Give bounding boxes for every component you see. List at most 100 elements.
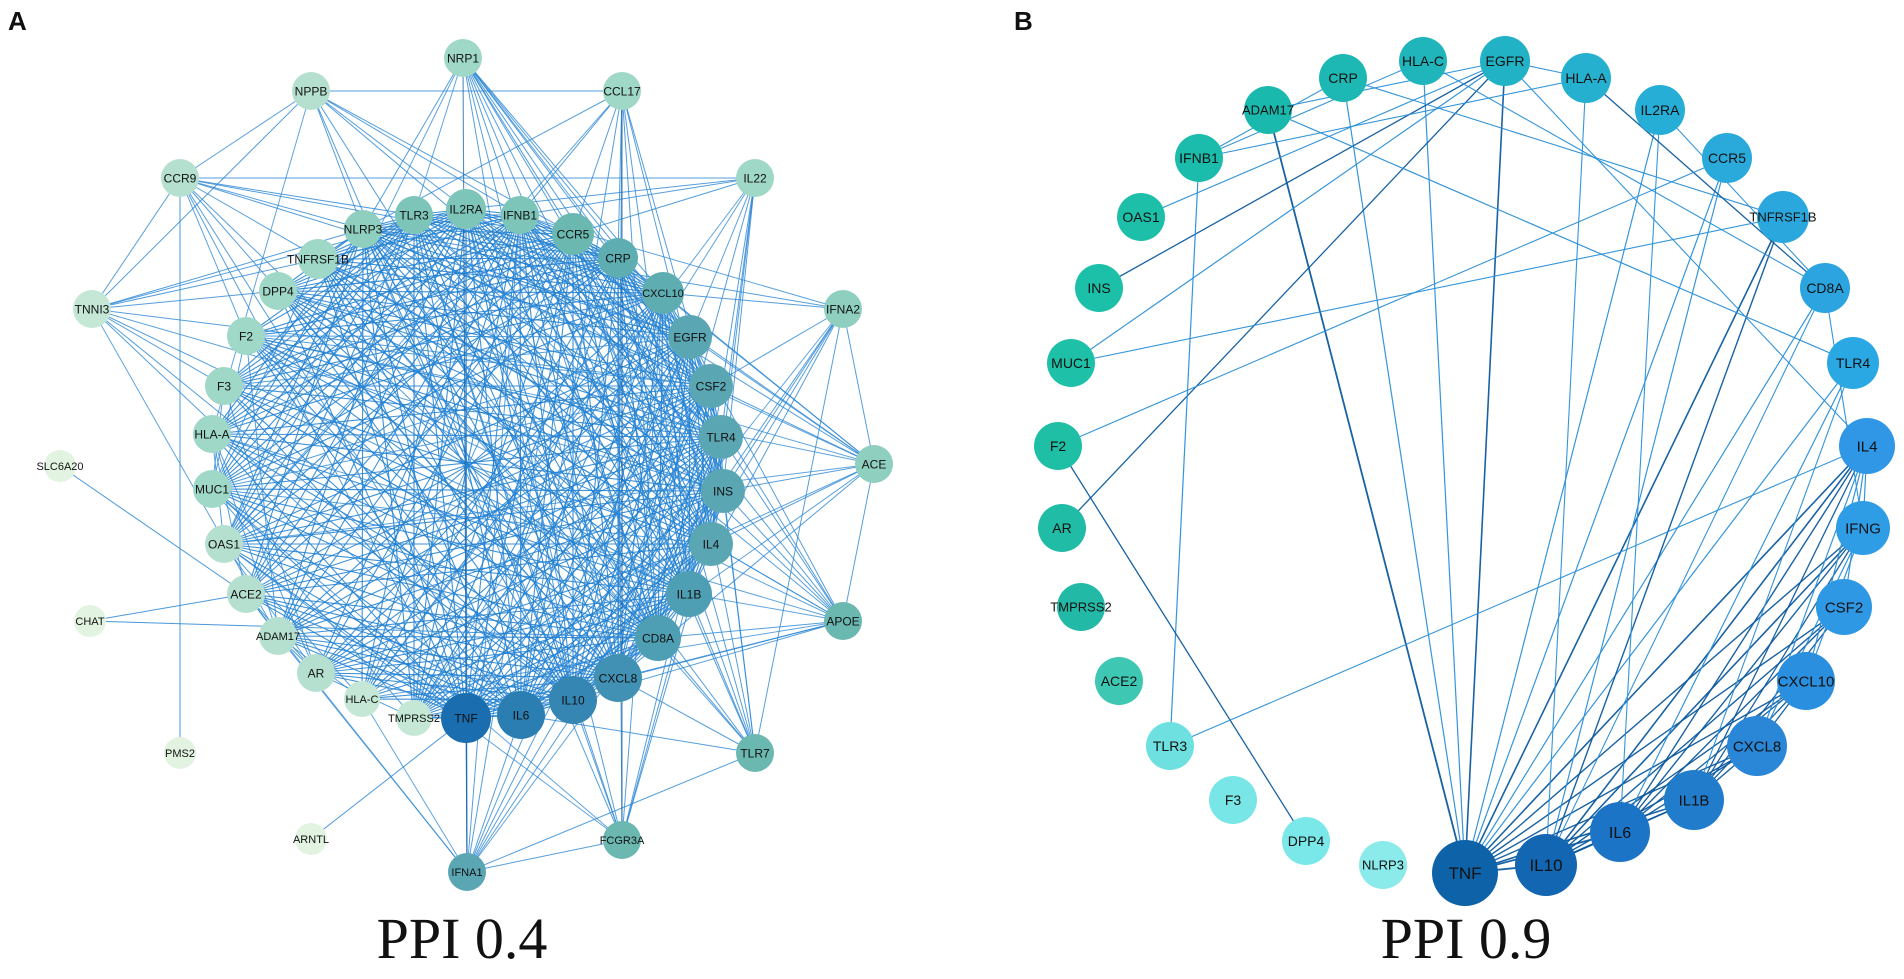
edge [223, 336, 691, 545]
panel-b-node-tmprss2: TMPRSS2 [1050, 583, 1112, 631]
panel-b-node-ins: INS [1075, 264, 1123, 312]
panel-a-node-fcgr3a: FCGR3A [600, 821, 645, 859]
edge [1619, 680, 1807, 833]
edge [413, 214, 724, 492]
panel-b-node-f2: F2 [1034, 422, 1082, 470]
edge [245, 335, 279, 637]
panel-b-node-tnf: TNF [1432, 840, 1498, 906]
panel-a-node-circle [344, 210, 382, 248]
edge [465, 208, 724, 492]
edge [245, 214, 521, 595]
panel-a-node-label: NPPB [295, 84, 328, 98]
edge [1545, 157, 1728, 866]
edge [1693, 527, 1864, 801]
panel-a-node-label: IFNA2 [826, 302, 860, 316]
panel-a-node-arntl: ARNTL [293, 823, 329, 855]
panel-b-node-circle [1635, 85, 1685, 135]
panel-a-node-circle [594, 654, 642, 702]
edge [722, 490, 844, 622]
edge [688, 593, 844, 622]
edge [617, 620, 844, 679]
edge [211, 257, 619, 490]
panel-b-node-ar: AR [1038, 504, 1086, 552]
panel-b-node-circle [1432, 840, 1498, 906]
panel-a-node-circle [448, 853, 486, 891]
panel-b-node-ifnb1: IFNB1 [1175, 134, 1223, 182]
panel-a-node-hla-a: HLA-A [193, 415, 231, 453]
panel-b-node-circle [1038, 504, 1086, 552]
panel-a-node-tnni3: TNNI3 [73, 290, 111, 328]
panel-b-node-label: CRP [1328, 70, 1358, 86]
edge [1619, 527, 1864, 833]
edge [362, 57, 464, 230]
edge [1464, 606, 1845, 874]
panel-a-node-circle [164, 737, 196, 769]
panel-b-node-label: TMPRSS2 [1050, 600, 1111, 615]
panel-b-node-label: DPP4 [1288, 833, 1325, 849]
edge [1464, 109, 1661, 874]
edge [223, 543, 363, 700]
panel-b-node-circle [1282, 817, 1330, 865]
panel-a-node-circle [824, 602, 862, 640]
panel-b-node-circle [1075, 264, 1123, 312]
edge [657, 620, 844, 639]
panel-a-node-label: NRP1 [447, 51, 479, 65]
panel-a-node-circle [699, 415, 743, 459]
edge [689, 336, 724, 492]
edge [91, 308, 659, 639]
panel-a-node-egfr: EGFR [668, 315, 712, 359]
panel-a-node-il1b: IL1B [666, 571, 712, 617]
panel-b-caption: PPI 0.9 [1380, 906, 1552, 971]
edge [572, 233, 724, 492]
edge [211, 488, 712, 545]
edge [657, 490, 724, 639]
panel-a-node-label: F3 [217, 379, 231, 393]
panel-a-node-ar: AR [297, 654, 335, 692]
edge [91, 308, 712, 387]
panel-a-node-label: IFNB1 [503, 208, 537, 222]
panel-a-node-label: HLA-C [345, 694, 378, 706]
edge [1659, 109, 1826, 289]
edge [617, 90, 623, 679]
panel-b-node-circle [1702, 133, 1752, 183]
edge [520, 90, 623, 716]
panel-a-node-slc6a20: SLC6A20 [36, 450, 84, 482]
panel-a-node-adam17: ADAM17 [256, 617, 300, 655]
panel-b-node-csf2: CSF2 [1816, 579, 1872, 635]
panel-b-node-label: IFNB1 [1179, 150, 1219, 166]
edge [310, 717, 467, 840]
panel-a-node-circle [298, 239, 338, 279]
edge [91, 308, 690, 595]
edge [245, 335, 712, 387]
edge [1169, 445, 1868, 747]
panel-a-node-label: IL4 [703, 537, 720, 551]
panel-a-node-label: CSF2 [696, 379, 727, 393]
edge [361, 233, 574, 700]
edge [317, 258, 722, 438]
edge [1585, 77, 1826, 289]
edge [310, 90, 467, 210]
panel-b-node-circle [1095, 657, 1143, 705]
panel-a-node-label: OAS1 [208, 537, 240, 551]
edge [211, 488, 690, 595]
edge [211, 433, 844, 622]
edge [245, 228, 364, 595]
panel-a-node-label: AR [308, 666, 325, 680]
panel-b-node-cxcl8: CXCL8 [1727, 716, 1787, 776]
edge [617, 90, 623, 259]
panel-a-node-label: FCGR3A [600, 835, 645, 847]
panel-a-node-circle [497, 691, 545, 739]
panel-a-node-label: EGFR [673, 330, 707, 344]
panel-a-node-ifnb1: IFNB1 [501, 196, 539, 234]
panel-a-node-label: CHAT [75, 616, 104, 628]
edge [462, 57, 724, 492]
panel-a-node-circle [395, 196, 433, 234]
panel-a-node-ifna1: IFNA1 [448, 853, 486, 891]
panel-a-node-label: IL2RA [449, 202, 482, 216]
panel-a-node-circle [603, 72, 641, 110]
edge [245, 335, 724, 492]
edge [413, 208, 467, 719]
edge [211, 488, 415, 719]
edge [1504, 60, 1868, 447]
